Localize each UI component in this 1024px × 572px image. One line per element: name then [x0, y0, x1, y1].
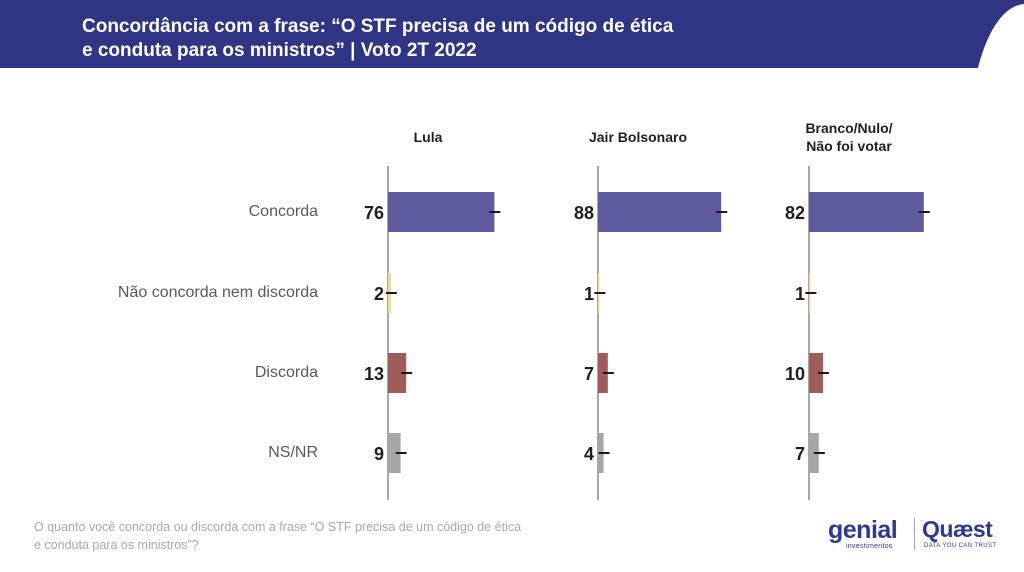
panel-header-branco-nulo-line-2: Não foi votar: [806, 138, 892, 154]
bar-lula-0: [388, 192, 495, 232]
panel-header-branco-nulo: Branco/Nulo/ Não foi votar: [774, 119, 924, 155]
logo-divider: [914, 518, 915, 550]
bar-lula-2: [388, 353, 407, 393]
panel-header-lula: Lula: [413, 129, 443, 145]
bar-jair-bolsonaro-0: [598, 192, 722, 232]
value-label-jair-bolsonaro-1: 1: [584, 284, 594, 304]
chart-title-line-2: e conduta para os ministros” | Voto 2T 2…: [82, 40, 477, 61]
value-label-branco-nulo-n-o-foi-votar-2: 10: [785, 364, 805, 384]
value-label-branco-nulo-n-o-foi-votar-1: 1: [795, 284, 805, 304]
value-label-branco-nulo-n-o-foi-votar-3: 7: [795, 444, 805, 464]
header-bar: [0, 0, 1024, 68]
row-label-concorda: Concorda: [248, 203, 318, 220]
bar-branco-nulo-n-o-foi-votar-0: [809, 192, 924, 232]
value-label-branco-nulo-n-o-foi-votar-0: 82: [785, 203, 805, 223]
row-label-nem-concorda-nem-discorda: Não concorda nem discorda: [117, 284, 318, 301]
chart-title-line-1: Concordância com a frase: “O STF precisa…: [82, 16, 674, 37]
value-label-lula-1: 2: [374, 284, 384, 304]
value-label-jair-bolsonaro-2: 7: [584, 364, 594, 384]
quaest-logo-subtitle: DATA YOU CAN TRUST: [924, 543, 997, 549]
row-label-ns-nr: NS/NR: [268, 444, 318, 461]
bar-branco-nulo-n-o-foi-votar-2: [809, 353, 823, 393]
footnote-line-1: O quanto você concorda ou discorda com a…: [34, 520, 522, 534]
header-background: [0, 0, 1024, 68]
value-label-jair-bolsonaro-0: 88: [574, 203, 594, 223]
bar-lula-3: [388, 433, 401, 473]
quaest-logo: Quæst: [922, 516, 993, 542]
value-label-lula-3: 9: [374, 444, 384, 464]
value-label-jair-bolsonaro-3: 4: [584, 444, 594, 464]
genial-logo: genial: [828, 516, 898, 544]
genial-logo-subtitle: investimentos: [846, 543, 893, 550]
panel-header-bolsonaro: Jair Bolsonaro: [588, 129, 688, 145]
value-label-lula-0: 76: [364, 203, 384, 223]
footnote-line-2: e conduta para os ministros”?: [34, 538, 199, 552]
panel-header-branco-nulo-line-1: Branco/Nulo/: [805, 120, 893, 136]
footnote: O quanto você concorda ou discorda com a…: [34, 518, 674, 554]
value-label-lula-2: 13: [364, 364, 384, 384]
row-label-discorda: Discorda: [254, 364, 318, 381]
